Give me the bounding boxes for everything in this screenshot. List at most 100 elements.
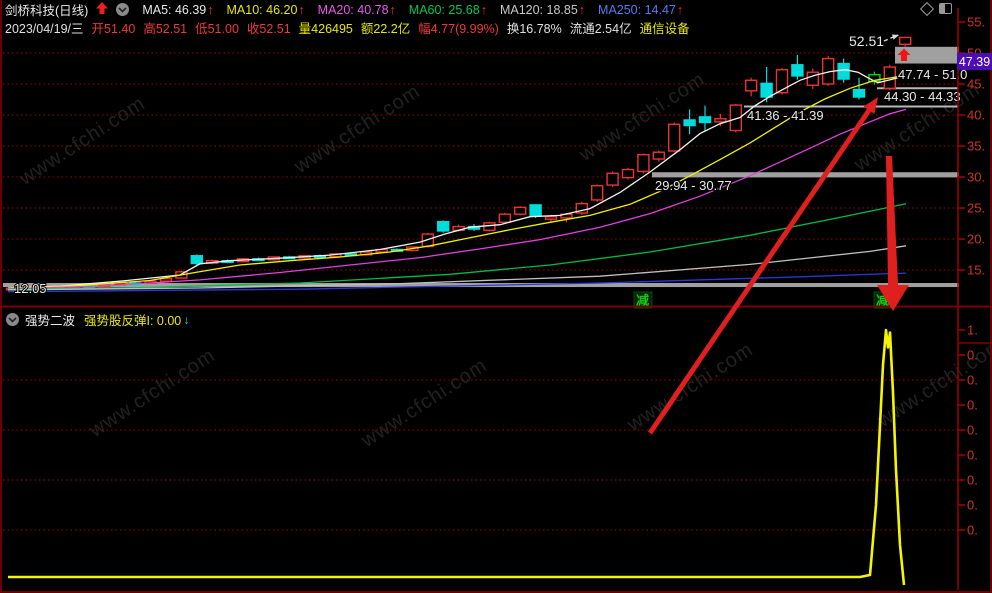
- candle-body: [529, 204, 542, 217]
- axis-label: 35.: [967, 139, 985, 154]
- collapse-sub-icon[interactable]: [6, 313, 19, 326]
- price-annotation: 12.05: [14, 281, 47, 296]
- ma-up-arrow: ↑: [298, 2, 305, 17]
- candle-body: [899, 36, 912, 46]
- price-annotation: 52.51: [849, 33, 884, 49]
- price-up-icon: [95, 1, 109, 18]
- candle-body: [745, 79, 758, 92]
- zone-label: 47.74 - 51.0: [898, 67, 967, 82]
- axis-label: 15.: [967, 263, 985, 278]
- candle-body: [514, 206, 527, 215]
- panel-layout-icon[interactable]: [939, 3, 952, 14]
- candle-body: [775, 69, 789, 94]
- ma-label-0: MA5: 46.39↑: [142, 2, 214, 17]
- ma-up-arrow: ↑: [676, 2, 684, 17]
- quote-field-10: 通信设备: [639, 22, 690, 36]
- quote-info-bar: 2023/04/19/三 开51.40 高52.51 低51.00 收52.51 量426…: [5, 19, 690, 36]
- candle-body: [652, 151, 665, 160]
- ma-line-ma120: [7, 245, 907, 291]
- current-price-tag: 47.39: [957, 53, 992, 70]
- quote-field-4: 收52.51: [246, 22, 291, 36]
- candle-body: [698, 116, 712, 124]
- zone-label: 41.36 - 41.39: [747, 108, 824, 123]
- subpanel-indicator-value: 强势股反弹I: 0.00: [84, 314, 182, 328]
- quote-field-1: 开51.40: [91, 22, 136, 36]
- title-bar: 剑桥科技(日线) MA5: 46.39↑ MA10: 46.20↑ MA20: 40…: [5, 1, 683, 18]
- left-border: [0, 0, 2, 593]
- signal-box: [633, 291, 653, 309]
- resistance-band: [895, 46, 959, 64]
- indicator-spike-line: [8, 328, 906, 586]
- ma-up-arrow: ↑: [207, 2, 214, 17]
- axis-label: 45.: [967, 77, 985, 92]
- dashed-pointer-head: [892, 34, 899, 40]
- candle-body: [637, 153, 650, 173]
- axis-label: 0.: [967, 423, 978, 438]
- quote-field-7: 幅4.77(9.99%): [418, 22, 499, 36]
- candle-body: [668, 123, 681, 152]
- quote-field-0: 2023/04/19/三: [5, 22, 84, 36]
- candle-body: [791, 64, 804, 77]
- ma-line-ma250: [7, 272, 907, 293]
- ma-legend: MA5: 46.39↑ MA10: 46.20↑ MA20: 40.78↑ MA60:…: [129, 3, 683, 17]
- quote-field-9: 流通2.54亿: [569, 22, 632, 36]
- candle-body: [498, 213, 511, 223]
- quote-field-3: 低51.00: [195, 22, 239, 36]
- quote-field-2: 高52.51: [143, 22, 188, 36]
- candle-body: [544, 215, 558, 220]
- quote-field-8: 换16.78%: [506, 22, 562, 36]
- subpanel-header: 强势二波 强势股反弹I: 0.00 ↓: [6, 311, 190, 328]
- ma-up-arrow: ↑: [480, 2, 487, 17]
- axis-label: 0.: [967, 373, 978, 388]
- quote-field-5: 量426495: [298, 22, 353, 36]
- resistance-band: [652, 172, 959, 178]
- candle-body: [621, 168, 635, 179]
- axis-label: 25.: [967, 201, 985, 216]
- candle-body: [714, 118, 727, 123]
- candle-body: [591, 184, 604, 201]
- axis-label: 30.: [967, 170, 985, 185]
- ma-label-1: MA10: 46.20↑: [226, 2, 305, 17]
- axis-label: 0.: [967, 398, 978, 413]
- axis-label: 0.: [967, 448, 978, 463]
- annotation-arrowhead: [863, 97, 878, 114]
- ma-line-ma60: [7, 203, 907, 290]
- ma-up-arrow: ↑: [578, 2, 586, 17]
- axis-label: 40.: [967, 108, 985, 123]
- axis-label: 0.: [967, 498, 978, 513]
- axis-label: 0.: [967, 473, 978, 488]
- ma-label-4: MA120: 18.85↑: [499, 2, 586, 17]
- right-border: [990, 0, 992, 593]
- ma-label-2: MA20: 40.78↑: [317, 2, 396, 17]
- candle-body: [575, 202, 588, 214]
- ma-label-3: MA60: 25.68↑: [408, 2, 487, 17]
- candle-body: [437, 220, 450, 232]
- quote-field-6: 额22.2亿: [360, 22, 411, 36]
- down-arrow-icon: ↓: [183, 312, 190, 327]
- candle-body: [159, 277, 173, 282]
- ma-line-ma10: [7, 75, 907, 290]
- axis-label: 1.: [967, 323, 978, 338]
- axis-label: 20.: [967, 232, 985, 247]
- ma-label-5: MA250: 14.47↑: [598, 2, 684, 17]
- candle-body: [606, 172, 619, 186]
- axis-label: 0.: [967, 523, 978, 538]
- zone-label: 44.30 - 44.33: [884, 89, 961, 104]
- candle-body: [806, 71, 819, 86]
- diamond-icon[interactable]: [919, 1, 935, 16]
- candle-body: [483, 222, 496, 232]
- candle-body: [837, 62, 850, 80]
- candle-body: [729, 104, 742, 132]
- axis-label: 0.: [967, 348, 978, 363]
- candle-body: [683, 119, 696, 127]
- ma-up-arrow: ↑: [389, 2, 396, 17]
- annotation-arrow-diagonal: [647, 106, 873, 435]
- ma-line-ma5: [7, 69, 907, 289]
- collapse-main-icon[interactable]: [116, 3, 130, 16]
- subpanel-title[interactable]: 强势二波: [25, 314, 76, 328]
- candle-body: [760, 82, 773, 98]
- dashed-pointer-line: [883, 34, 899, 42]
- annotation-arrow-down: [877, 156, 909, 311]
